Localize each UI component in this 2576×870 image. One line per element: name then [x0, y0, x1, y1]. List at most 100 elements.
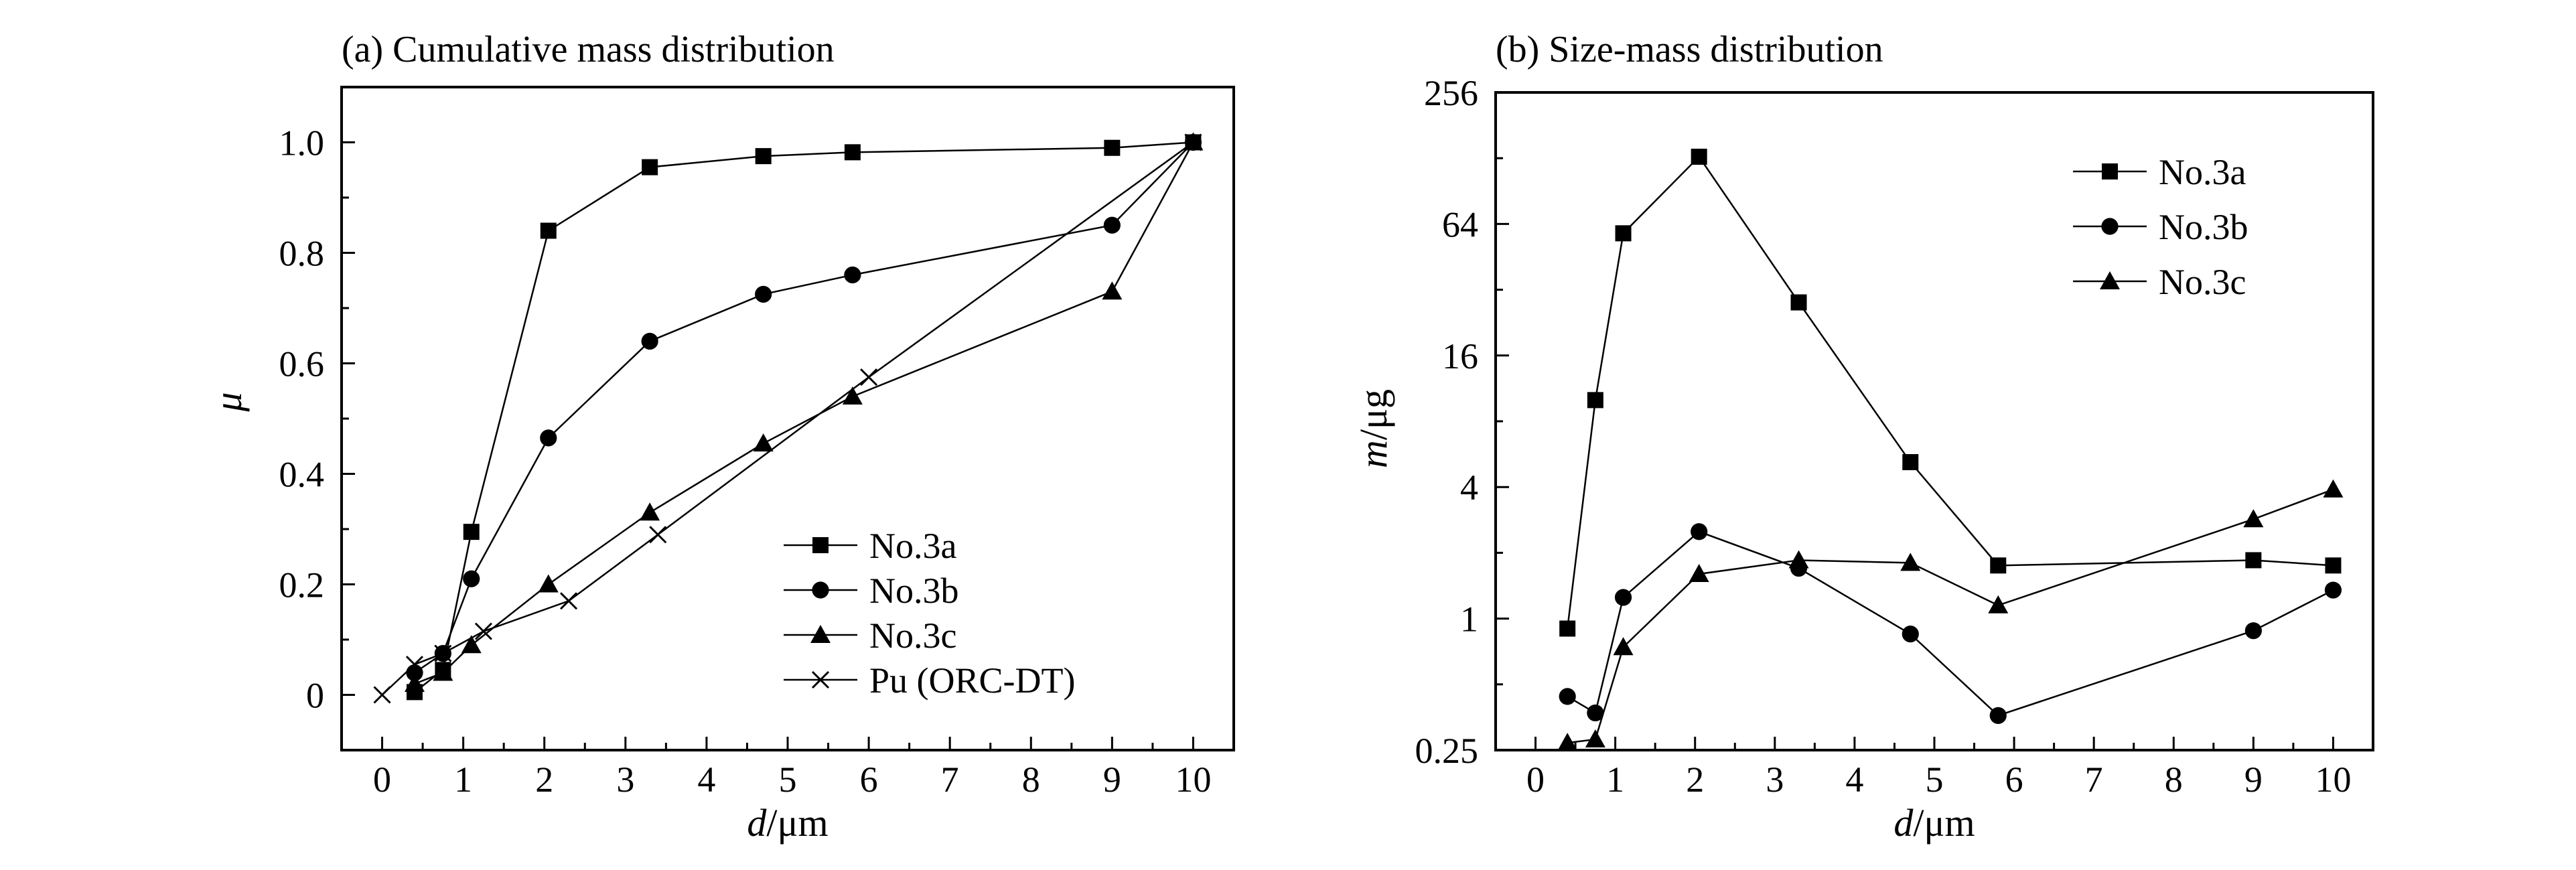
legend-item: No.3c: [784, 615, 956, 656]
y-tick-label: 1: [1460, 599, 1478, 640]
data-point: [1557, 733, 1578, 751]
x-tick-label: 4: [697, 759, 715, 800]
data-point: [404, 674, 425, 692]
data-point: [812, 537, 829, 553]
legend-item: No.3a: [2073, 152, 2246, 192]
x-tick-label: 9: [2244, 759, 2263, 800]
x-tick-label: 9: [1103, 759, 1121, 800]
data-point: [844, 266, 861, 284]
legend: No.3a No.3b No.3c: [2073, 152, 2248, 302]
data-point: [755, 285, 772, 303]
data-point: [1900, 553, 1921, 571]
series-line: [414, 141, 1194, 693]
x-tick-label: 8: [1022, 759, 1040, 800]
y-ticks: 0 0.2 0.4 0.6 0.8 1.0: [279, 123, 355, 716]
data-point: [433, 662, 453, 681]
y-tick-label: 4: [1460, 467, 1478, 508]
data-point: [2323, 479, 2344, 498]
x-tick-label: 7: [941, 759, 959, 800]
x-tick-label: 3: [616, 759, 634, 800]
x-ticks: 0 1 2 3 4 5 6 7 8 9 10: [373, 737, 1211, 800]
data-point: [1902, 454, 1919, 471]
data-point: [755, 148, 772, 165]
data-point: [373, 686, 391, 704]
data-point: [2101, 218, 2119, 235]
legend-item: No.3a: [784, 526, 956, 566]
data-point: [1790, 294, 1807, 311]
data-point: [640, 502, 660, 521]
data-point: [1615, 225, 1632, 242]
y-tick-label: 0: [306, 676, 324, 716]
data-point: [1559, 688, 1576, 705]
legend-label: No.3c: [869, 615, 956, 656]
x-tick-label: 4: [1845, 759, 1863, 800]
data-point: [1587, 392, 1603, 409]
data-point: [1614, 589, 1632, 606]
data-point: [2244, 622, 2262, 640]
x-axis-label: d/μm: [747, 801, 828, 845]
y-tick-label: 0.8: [279, 234, 325, 274]
x-tick-label: 3: [1766, 759, 1784, 800]
legend-label: No.3b: [869, 571, 959, 611]
y-tick-label: 0.6: [279, 344, 325, 384]
data-point: [1988, 595, 2009, 613]
y-tick-label: 0.2: [279, 565, 325, 605]
data-point: [559, 592, 578, 610]
data-point: [2102, 163, 2118, 179]
legend-item: No.3b: [784, 571, 959, 611]
data-point: [1585, 729, 1605, 747]
series-line: [414, 141, 1194, 674]
data-point: [1691, 149, 1707, 165]
data-point: [1587, 704, 1604, 722]
data-point: [461, 635, 482, 654]
series-line: [1567, 530, 2334, 717]
chart-title: (b) Size-mass distribution: [1496, 29, 1883, 70]
data-point: [842, 386, 863, 405]
data-point: [1788, 550, 1809, 569]
data-point: [474, 622, 492, 640]
x-axis-label: d/μm: [1893, 801, 1975, 845]
data-point: [1989, 707, 2007, 724]
data-point: [538, 574, 559, 593]
series-no-3c: [404, 132, 1204, 692]
x-tick-label: 5: [1926, 759, 1944, 800]
panel-cumulative-mass: (a) Cumulative mass distribution 0 1 2 3 4 5 6…: [206, 29, 1235, 845]
data-point: [1990, 557, 2007, 574]
data-point: [1104, 139, 1121, 156]
series-no-3b: [1559, 523, 2342, 724]
legend-label: No.3b: [2159, 207, 2248, 247]
legend-label: Pu (ORC-DT): [869, 660, 1076, 701]
y-axis-label: m/μg: [1352, 389, 1395, 468]
series-group: [1557, 149, 2344, 751]
data-point: [1902, 626, 1919, 643]
data-point: [649, 526, 667, 544]
data-point: [810, 625, 831, 643]
y-tick-label: 0.25: [1415, 731, 1479, 771]
x-tick-label: 0: [373, 759, 391, 800]
y-tick-label: 0.4: [279, 455, 325, 495]
legend-item: No.3c: [2073, 262, 2246, 302]
data-point: [753, 433, 774, 452]
x-tick-label: 6: [2005, 759, 2023, 800]
data-point: [641, 332, 658, 350]
y-tick-label: 64: [1442, 204, 1478, 244]
data-point: [1689, 564, 1709, 583]
x-tick-label: 5: [779, 759, 797, 800]
data-point: [812, 581, 829, 599]
legend-label: No.3c: [2159, 262, 2246, 302]
x-tick-label: 2: [535, 759, 553, 800]
data-point: [2243, 509, 2264, 528]
data-point: [1613, 637, 1634, 656]
y-axis-label: μ: [206, 392, 250, 412]
data-point: [811, 670, 830, 689]
x-tick-label: 1: [454, 759, 472, 800]
data-point: [1559, 620, 1576, 637]
data-point: [2245, 552, 2262, 569]
chart-title: (a) Cumulative mass distribution: [342, 29, 835, 70]
data-point: [463, 570, 480, 587]
x-tick-label: 0: [1526, 759, 1545, 800]
series-no-3a: [406, 134, 1202, 701]
data-point: [463, 524, 480, 540]
